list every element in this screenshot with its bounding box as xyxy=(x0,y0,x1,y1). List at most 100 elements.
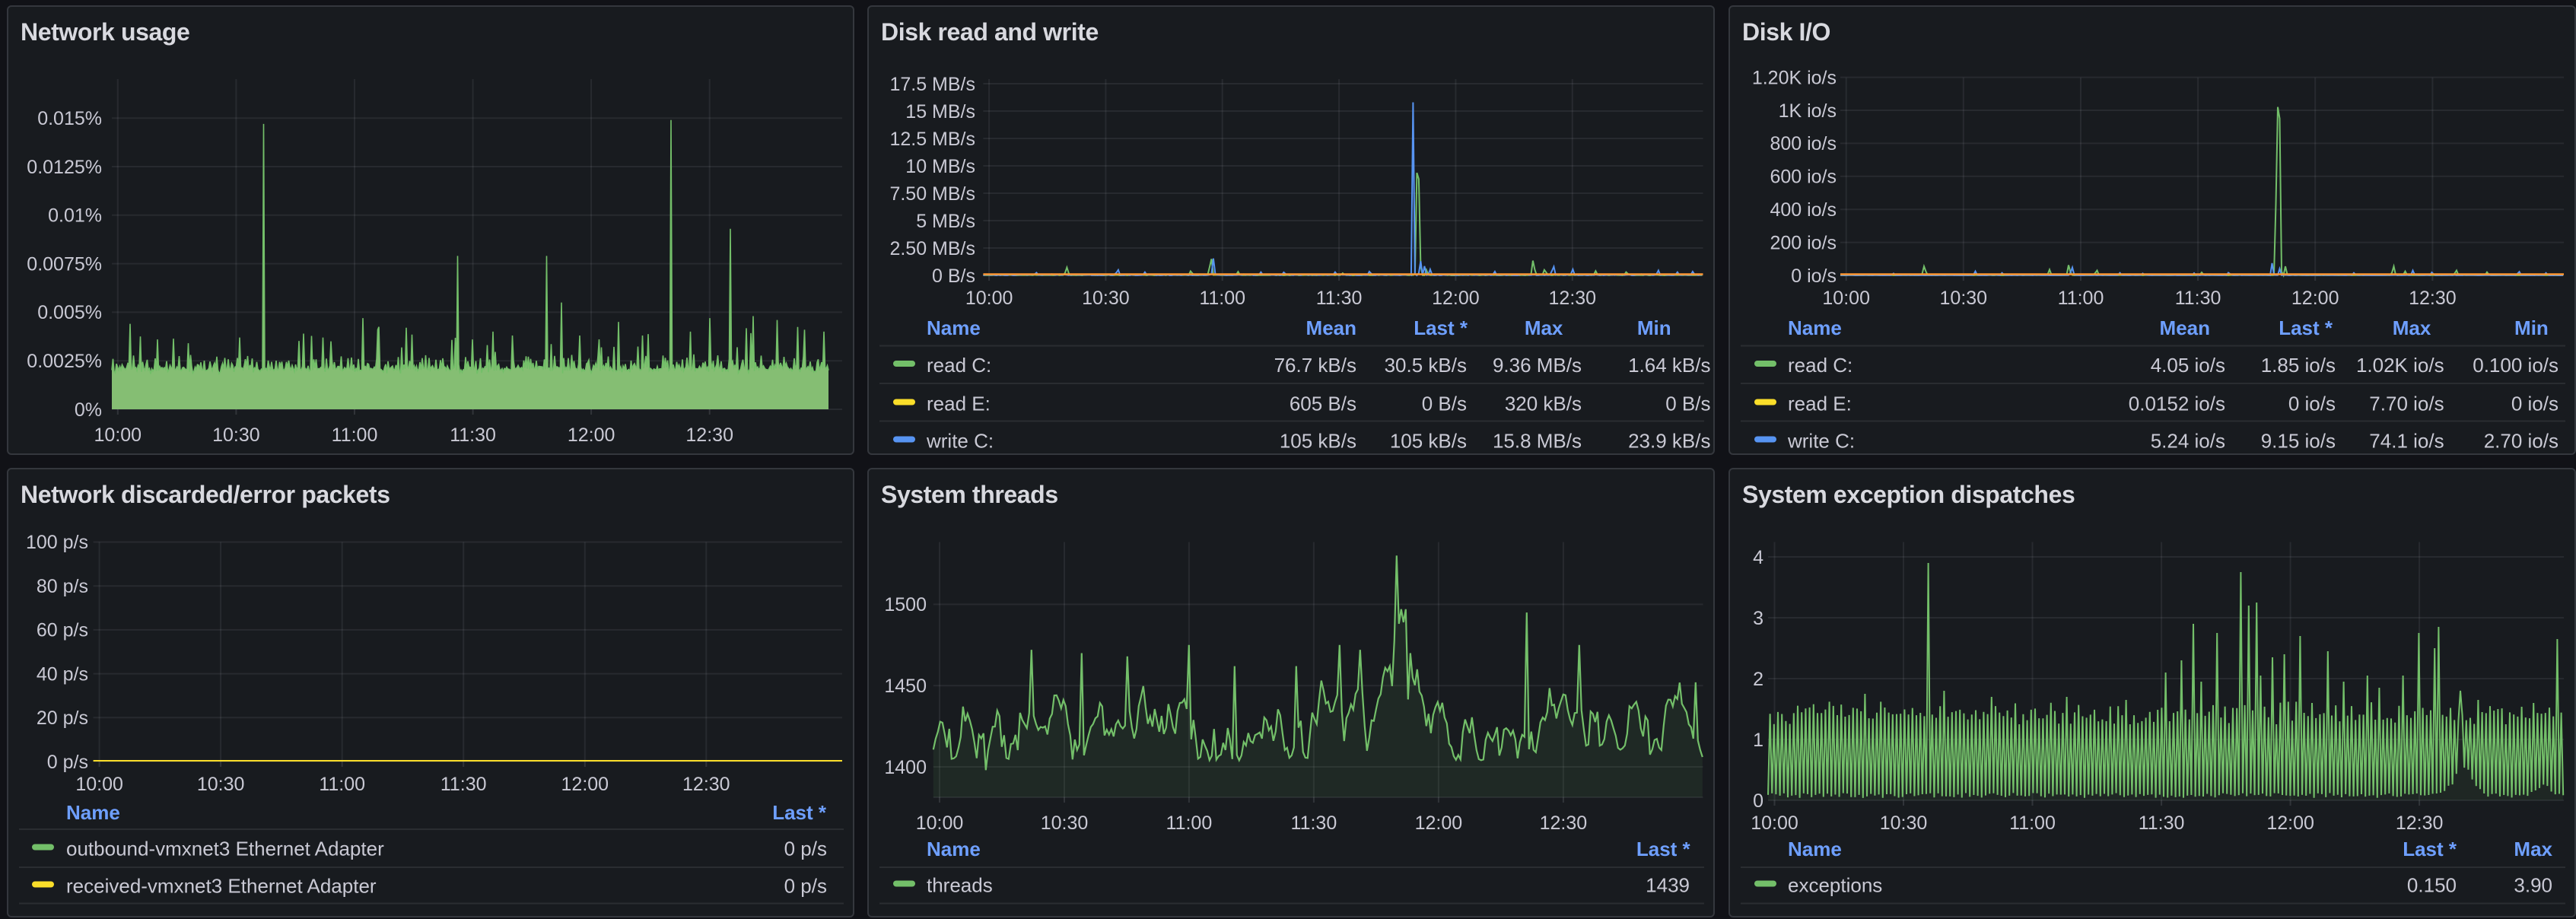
svg-text:write C:: write C: xyxy=(1787,430,1855,453)
svg-text:System threads: System threads xyxy=(881,481,1058,508)
svg-text:12:00: 12:00 xyxy=(568,425,615,446)
svg-text:10:00: 10:00 xyxy=(1822,288,1870,309)
svg-text:1.02K io/s: 1.02K io/s xyxy=(2356,354,2444,377)
svg-text:11:30: 11:30 xyxy=(450,425,496,446)
svg-text:0 io/s: 0 io/s xyxy=(2288,393,2336,415)
svg-text:10:30: 10:30 xyxy=(197,774,245,795)
svg-text:1K io/s: 1K io/s xyxy=(1779,100,1837,122)
svg-text:100 p/s: 100 p/s xyxy=(26,532,88,553)
svg-text:0 B/s: 0 B/s xyxy=(1422,393,1467,415)
svg-text:Network discarded/error packet: Network discarded/error packets xyxy=(21,481,390,508)
svg-text:Disk read and write: Disk read and write xyxy=(881,18,1099,46)
svg-text:15.8 MB/s: 15.8 MB/s xyxy=(1493,430,1582,453)
svg-text:0 B/s: 0 B/s xyxy=(1665,393,1710,415)
svg-text:105 kB/s: 105 kB/s xyxy=(1390,430,1467,453)
svg-text:0.015%: 0.015% xyxy=(37,108,102,129)
svg-text:1450: 1450 xyxy=(884,676,927,697)
svg-text:0.0125%: 0.0125% xyxy=(27,157,102,178)
svg-text:10:30: 10:30 xyxy=(1940,288,1988,309)
svg-text:System exception dispatches: System exception dispatches xyxy=(1742,481,2075,508)
svg-text:Mean: Mean xyxy=(2160,316,2210,339)
svg-text:Name: Name xyxy=(66,801,120,824)
svg-text:17.5 MB/s: 17.5 MB/s xyxy=(889,74,975,95)
svg-text:11:30: 11:30 xyxy=(2139,812,2185,834)
svg-text:read C:: read C: xyxy=(927,354,991,377)
svg-text:1439: 1439 xyxy=(1646,874,1690,897)
svg-text:10:00: 10:00 xyxy=(1751,812,1798,834)
svg-text:12:30: 12:30 xyxy=(2409,288,2457,309)
svg-text:10:30: 10:30 xyxy=(1082,288,1130,309)
svg-text:read C:: read C: xyxy=(1788,354,1852,377)
svg-text:read E:: read E: xyxy=(1788,393,1852,415)
svg-text:Last *: Last * xyxy=(1414,316,1468,339)
svg-text:0 p/s: 0 p/s xyxy=(784,838,827,860)
svg-text:Name: Name xyxy=(1788,838,1842,860)
svg-text:12:00: 12:00 xyxy=(2266,812,2314,834)
svg-text:0.0152 io/s: 0.0152 io/s xyxy=(2129,393,2225,415)
svg-text:12:00: 12:00 xyxy=(1432,288,1480,309)
svg-text:1.85 io/s: 1.85 io/s xyxy=(2261,354,2336,377)
svg-text:0.005%: 0.005% xyxy=(37,302,102,323)
svg-text:0 p/s: 0 p/s xyxy=(47,752,88,773)
svg-text:0.150: 0.150 xyxy=(2407,874,2457,897)
svg-text:76.7 kB/s: 76.7 kB/s xyxy=(1274,354,1356,377)
svg-text:4: 4 xyxy=(1753,547,1763,568)
svg-text:0.0075%: 0.0075% xyxy=(27,253,102,275)
svg-text:20 p/s: 20 p/s xyxy=(37,708,88,729)
svg-text:10:30: 10:30 xyxy=(1041,812,1089,834)
svg-text:600 io/s: 600 io/s xyxy=(1770,167,1837,188)
svg-text:11:00: 11:00 xyxy=(332,425,378,446)
svg-text:74.1 io/s: 74.1 io/s xyxy=(2369,430,2444,453)
svg-text:Max: Max xyxy=(2514,838,2552,860)
svg-text:11:30: 11:30 xyxy=(2175,288,2221,309)
svg-text:threads: threads xyxy=(927,874,993,897)
svg-text:Name: Name xyxy=(927,838,981,860)
svg-text:200 io/s: 200 io/s xyxy=(1770,232,1837,253)
svg-text:0%: 0% xyxy=(75,399,102,421)
svg-text:12:30: 12:30 xyxy=(2396,812,2444,834)
svg-text:3.90: 3.90 xyxy=(2514,874,2552,897)
svg-text:12:30: 12:30 xyxy=(1549,288,1597,309)
svg-text:1.64 kB/s: 1.64 kB/s xyxy=(1628,354,1710,377)
svg-text:5 MB/s: 5 MB/s xyxy=(916,211,975,232)
svg-text:1.20K io/s: 1.20K io/s xyxy=(1752,67,1837,88)
svg-text:40 p/s: 40 p/s xyxy=(37,663,88,685)
svg-text:Last *: Last * xyxy=(772,801,827,824)
svg-text:11:30: 11:30 xyxy=(440,774,487,795)
svg-text:read E:: read E: xyxy=(927,393,991,415)
svg-text:Name: Name xyxy=(1788,316,1842,339)
svg-text:12:30: 12:30 xyxy=(1540,812,1588,834)
svg-text:12:30: 12:30 xyxy=(682,774,730,795)
svg-text:received-vmxnet3 Ethernet Adap: received-vmxnet3 Ethernet Adapter xyxy=(66,875,377,898)
svg-text:11:00: 11:00 xyxy=(2058,288,2104,309)
svg-text:11:30: 11:30 xyxy=(1316,288,1363,309)
svg-text:0.01%: 0.01% xyxy=(48,205,102,227)
svg-text:30.5 kB/s: 30.5 kB/s xyxy=(1385,354,1467,377)
svg-text:23.9 kB/s: 23.9 kB/s xyxy=(1628,430,1710,453)
svg-text:exceptions: exceptions xyxy=(1788,874,1882,897)
svg-text:0 p/s: 0 p/s xyxy=(784,875,827,898)
svg-text:10:00: 10:00 xyxy=(965,288,1013,309)
svg-text:0 io/s: 0 io/s xyxy=(1791,266,1837,287)
svg-text:7.50 MB/s: 7.50 MB/s xyxy=(889,183,975,205)
svg-text:Last *: Last * xyxy=(2403,838,2457,860)
svg-text:1400: 1400 xyxy=(884,757,927,778)
svg-text:Max: Max xyxy=(1525,316,1563,339)
svg-text:10:00: 10:00 xyxy=(916,812,964,834)
svg-text:1500: 1500 xyxy=(884,594,927,615)
svg-text:12:00: 12:00 xyxy=(561,774,609,795)
svg-text:Disk I/O: Disk I/O xyxy=(1742,18,1830,46)
svg-text:800 io/s: 800 io/s xyxy=(1770,133,1837,154)
svg-text:80 p/s: 80 p/s xyxy=(37,576,88,597)
svg-text:320 kB/s: 320 kB/s xyxy=(1505,393,1582,415)
svg-text:0 io/s: 0 io/s xyxy=(2511,393,2559,415)
svg-text:1: 1 xyxy=(1753,730,1763,751)
svg-text:0.0025%: 0.0025% xyxy=(27,351,102,372)
svg-text:Last *: Last * xyxy=(1636,838,1691,860)
svg-text:11:00: 11:00 xyxy=(1199,288,1245,309)
svg-text:10:00: 10:00 xyxy=(94,425,142,446)
svg-text:Min: Min xyxy=(1637,316,1671,339)
svg-text:60 p/s: 60 p/s xyxy=(37,620,88,641)
svg-text:11:00: 11:00 xyxy=(2009,812,2056,834)
svg-text:2.70 io/s: 2.70 io/s xyxy=(2484,430,2559,453)
